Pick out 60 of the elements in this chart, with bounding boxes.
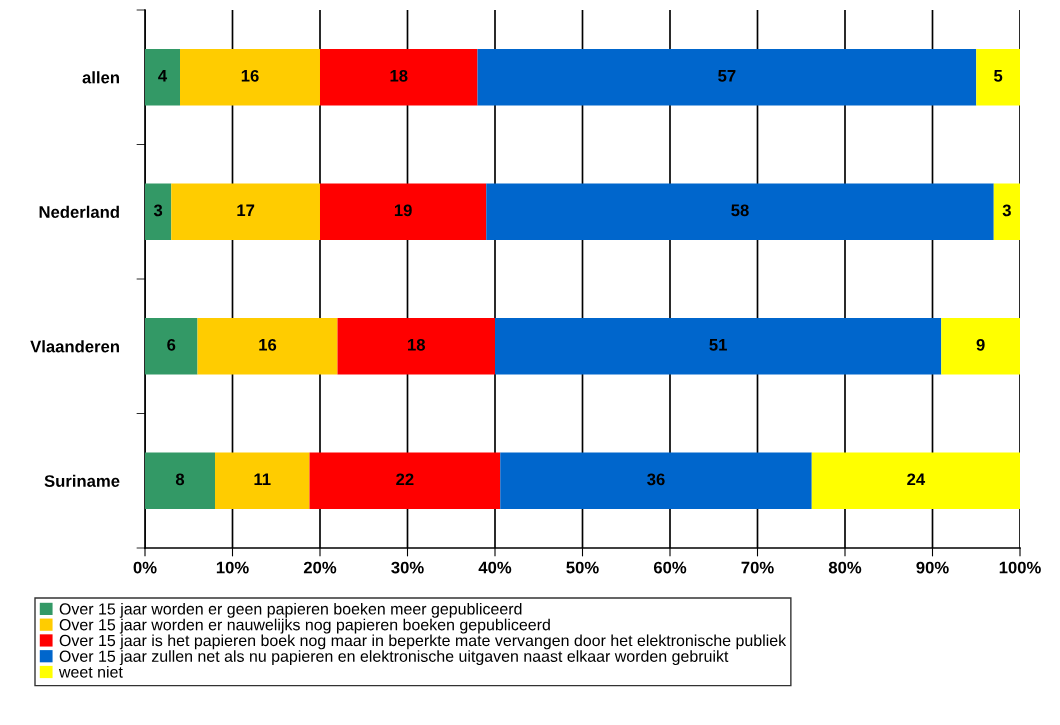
y-tick-label: Suriname xyxy=(44,474,120,487)
x-tick-label: 20% xyxy=(303,561,337,574)
data-label: 17 xyxy=(237,204,255,217)
data-label: 9 xyxy=(976,338,985,351)
bar xyxy=(976,49,1020,106)
bar xyxy=(309,452,501,509)
legend-label: Over 15 jaar zullen net als nu papieren en elektronische uitgaven naast elkaar worden gebruikt xyxy=(59,650,729,666)
x-tick-label: 30% xyxy=(391,561,424,574)
bar xyxy=(500,452,812,509)
x-tick-label: 80% xyxy=(828,561,862,574)
data-label: 24 xyxy=(907,473,926,486)
x-tick-label: 100% xyxy=(999,561,1041,574)
bar xyxy=(215,452,310,509)
data-label: 58 xyxy=(731,204,749,217)
data-label: 3 xyxy=(153,204,163,217)
bar xyxy=(145,452,215,509)
y-tick-label: Vlaanderen xyxy=(30,340,119,353)
x-tick-label: 50% xyxy=(566,561,599,574)
bar xyxy=(320,183,487,240)
x-tick-label: 70% xyxy=(741,561,774,574)
data-label: 5 xyxy=(994,70,1003,82)
data-label: 18 xyxy=(408,338,426,351)
y-tick-label: allen xyxy=(82,71,119,84)
x-tick-label: 90% xyxy=(916,561,949,574)
bar xyxy=(811,452,1020,509)
y-tick-label: Nederland xyxy=(39,205,119,218)
data-label: 36 xyxy=(647,473,665,486)
bar xyxy=(145,49,180,106)
data-label: 11 xyxy=(254,473,271,486)
data-label: 18 xyxy=(390,69,408,82)
bar xyxy=(477,49,977,106)
data-label: 6 xyxy=(167,338,176,351)
bar xyxy=(486,183,994,240)
x-tick-label: 10% xyxy=(216,561,249,574)
legend-label: Over 15 jaar is het papieren boek nog maar in beperkte mate vervangen door het elektronische publiek xyxy=(59,634,787,650)
bar xyxy=(495,318,942,375)
data-label: 8 xyxy=(175,473,185,486)
x-tick-label: 60% xyxy=(653,561,687,574)
bar xyxy=(197,318,338,375)
bar xyxy=(171,183,320,240)
bar xyxy=(941,318,1020,375)
bar xyxy=(993,183,1020,240)
bar xyxy=(145,183,172,240)
data-label: 22 xyxy=(396,473,414,486)
bar xyxy=(145,318,198,375)
bar xyxy=(337,318,495,375)
data-label: 3 xyxy=(1002,204,1011,217)
data-label: 51 xyxy=(709,339,727,351)
data-label: 57 xyxy=(718,70,736,82)
bar xyxy=(180,49,320,106)
legend-label: Over 15 jaar worden er nauwelijks nog papieren boeken gepubliceerd xyxy=(59,618,550,634)
x-tick-label: 40% xyxy=(478,561,512,574)
data-label: 19 xyxy=(394,204,412,217)
data-label: 16 xyxy=(241,69,259,82)
x-tick-label: 0% xyxy=(133,561,157,574)
data-label: 4 xyxy=(158,70,168,82)
legend-label: weet niet xyxy=(58,665,123,678)
data-label: 16 xyxy=(259,338,277,351)
bar xyxy=(320,49,478,106)
legend-label: Over 15 jaar worden er geen papieren boeken meer gepubliceerd xyxy=(59,602,522,618)
